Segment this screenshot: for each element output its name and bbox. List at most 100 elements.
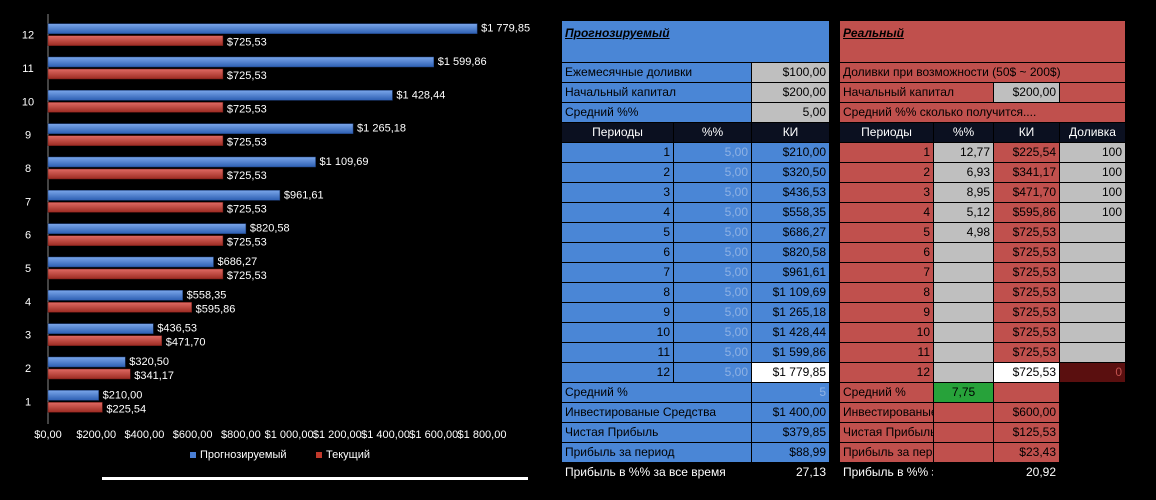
real-row: 1 12,77 $225,54 100: [839, 142, 1127, 163]
real-capital-value[interactable]: $200,00: [993, 82, 1060, 103]
real-percent[interactable]: [933, 242, 994, 263]
real-row: 2 6,93 $341,17 100: [839, 162, 1127, 183]
underline-bar: [102, 477, 528, 480]
bar-current: [47, 335, 162, 346]
monthly-value[interactable]: $100,00: [751, 62, 830, 83]
legend-label-current: Текущий: [326, 449, 370, 461]
y-tick-label: 7: [25, 196, 31, 208]
data-label-current: $225,54: [106, 403, 146, 415]
real-topup[interactable]: [1058, 302, 1127, 323]
real-topup[interactable]: [1058, 222, 1127, 243]
forecast-period: 12: [561, 362, 674, 383]
y-tick-label: 10: [22, 96, 34, 108]
real-row: 9 $725,53: [839, 302, 1127, 323]
real-percent[interactable]: [933, 262, 994, 283]
real-percent[interactable]: [933, 362, 994, 383]
real-topup[interactable]: 100: [1058, 162, 1127, 183]
forecast-period: 6: [561, 242, 674, 263]
bar-current: [47, 202, 224, 213]
real-period: 11: [839, 342, 934, 363]
capital-label: Начальный капитал: [561, 82, 752, 103]
bar-forecast: [47, 123, 354, 134]
real-topup[interactable]: 0: [1058, 362, 1127, 383]
real-period: 4: [839, 202, 934, 223]
y-tick-label: 11: [22, 63, 33, 75]
forecast-percent[interactable]: 5,00: [673, 202, 752, 223]
real-summary-extra: [933, 402, 994, 423]
real-percent[interactable]: 12,77: [933, 142, 994, 163]
real-topup[interactable]: [1058, 342, 1127, 363]
real-percent[interactable]: 6,93: [933, 162, 994, 183]
real-capital-label: Начальный капитал: [839, 82, 994, 103]
avg-value[interactable]: 5,00: [751, 102, 830, 123]
capital-value[interactable]: $200,00: [751, 82, 830, 103]
real-header-topup: Доливка: [1058, 122, 1127, 143]
forecast-summary-value: 27,13: [751, 462, 830, 483]
forecast-percent[interactable]: 5,00: [673, 362, 752, 383]
bar-forecast: [47, 390, 99, 401]
x-tick-label: $800,00: [221, 429, 261, 441]
forecast-period: 1: [561, 142, 674, 163]
real-ki: $725,53: [993, 242, 1060, 263]
real-percent[interactable]: [933, 342, 994, 363]
real-ki: $725,53: [993, 362, 1060, 383]
forecast-percent[interactable]: 5,00: [673, 222, 752, 243]
bar-current: [47, 402, 103, 413]
data-label-forecast: $1 109,69: [320, 156, 369, 168]
real-period: 12: [839, 362, 934, 383]
real-percent[interactable]: 4,98: [933, 222, 994, 243]
real-percent[interactable]: [933, 302, 994, 323]
real-percent[interactable]: [933, 282, 994, 303]
real-row: 3 8,95 $471,70 100: [839, 182, 1127, 203]
real-ki: $725,53: [993, 322, 1060, 343]
data-label-current: $725,53: [227, 70, 267, 82]
real-percent[interactable]: 8,95: [933, 182, 994, 203]
real-percent[interactable]: [933, 322, 994, 343]
forecast-summary-row: Прибыль в %% за все время 27,13: [561, 462, 830, 483]
real-summary-value: $600,00: [993, 402, 1060, 423]
real-ki: $595,86: [993, 202, 1060, 223]
forecast-percent[interactable]: 5,00: [673, 282, 752, 303]
bar-forecast: [47, 323, 154, 334]
real-period: 6: [839, 242, 934, 263]
y-tick-label: 9: [25, 130, 31, 142]
real-row: 12 $725,53 0: [839, 362, 1127, 383]
real-percent[interactable]: 5,12: [933, 202, 994, 223]
real-topup[interactable]: [1058, 262, 1127, 283]
real-ki: $341,17: [993, 162, 1060, 183]
real-topup[interactable]: [1058, 322, 1127, 343]
real-ki: $725,53: [993, 282, 1060, 303]
forecast-percent[interactable]: 5,00: [673, 342, 752, 363]
x-tick-label: $400,00: [125, 429, 165, 441]
x-tick-label: $1 200,00: [313, 429, 362, 441]
forecast-row: 4 5,00 $558,35: [561, 202, 830, 223]
real-period: 3: [839, 182, 934, 203]
forecast-row: 9 5,00 $1 265,18: [561, 302, 830, 323]
real-summary-extra: [933, 442, 994, 463]
real-header-periods: Периоды: [839, 122, 934, 143]
forecast-period: 7: [561, 262, 674, 283]
real-topup[interactable]: 100: [1058, 182, 1127, 203]
forecast-ki: $1 779,85: [751, 362, 830, 383]
forecast-percent[interactable]: 5,00: [673, 262, 752, 283]
forecast-percent[interactable]: 5,00: [673, 302, 752, 323]
data-label-current: $725,53: [227, 203, 267, 215]
forecast-percent[interactable]: 5,00: [673, 142, 752, 163]
real-topup[interactable]: [1058, 242, 1127, 263]
forecast-ki: $1 428,44: [751, 322, 830, 343]
forecast-summary-label: Прибыль в %% за все время: [561, 462, 752, 483]
forecast-ki: $820,58: [751, 242, 830, 263]
legend-label-forecast: Прогнозируемый: [200, 449, 287, 461]
forecast-percent[interactable]: 5,00: [673, 182, 752, 203]
forecast-percent[interactable]: 5,00: [673, 242, 752, 263]
real-topup[interactable]: 100: [1058, 142, 1127, 163]
forecast-row: 10 5,00 $1 428,44: [561, 322, 830, 343]
bar-forecast: [47, 56, 434, 68]
forecast-ki: $1 109,69: [751, 282, 830, 303]
forecast-percent[interactable]: 5,00: [673, 162, 752, 183]
forecast-percent[interactable]: 5,00: [673, 322, 752, 343]
real-topup[interactable]: 100: [1058, 202, 1127, 223]
real-summary-row: Прибыль в %% за все вр 20,92: [839, 462, 1126, 483]
real-period: 8: [839, 282, 934, 303]
real-topup[interactable]: [1058, 282, 1127, 303]
